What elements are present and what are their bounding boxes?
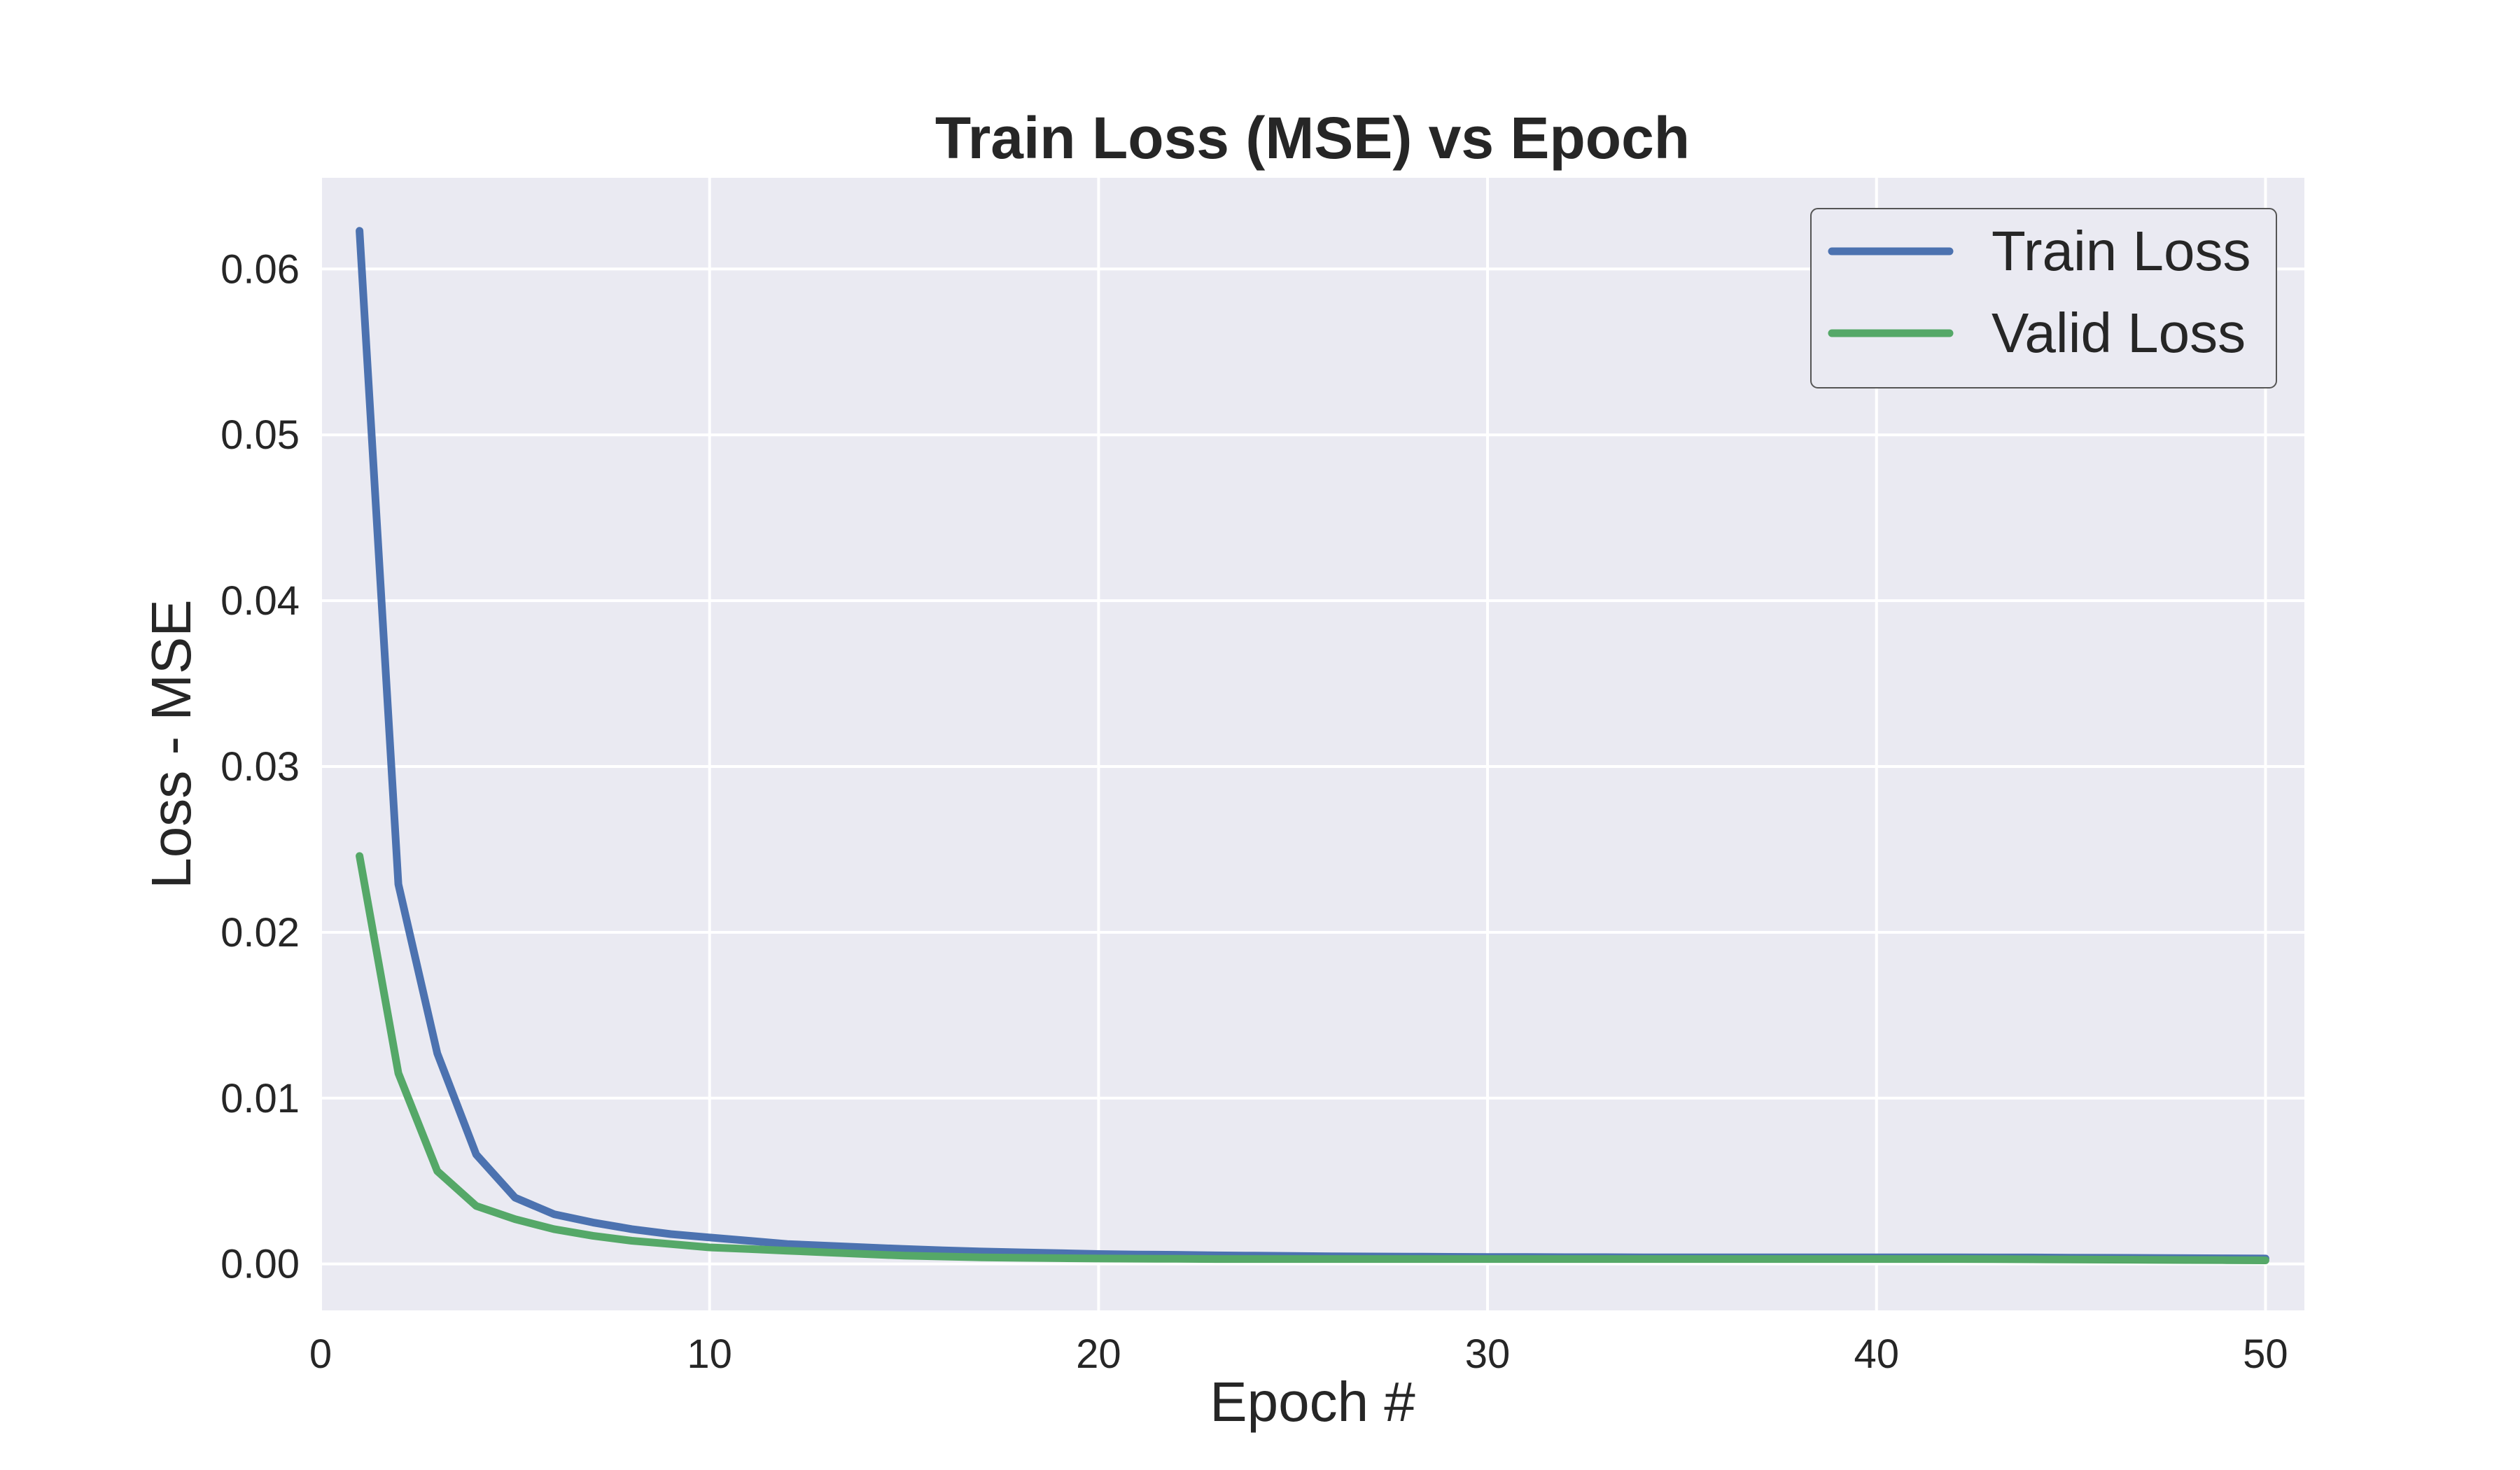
y-tick-label: 0.03 [220, 744, 300, 790]
chart-title: Train Loss (MSE) vs Epoch [935, 105, 1690, 171]
x-tick-label: 0 [309, 1331, 332, 1377]
y-tick-label: 0.04 [220, 578, 300, 624]
x-tick-label: 40 [1854, 1331, 1899, 1377]
x-tick-label: 20 [1076, 1331, 1121, 1377]
y-tick-label: 0.01 [220, 1076, 300, 1121]
legend-label-valid-loss: Valid Loss [1991, 302, 2246, 364]
y-tick-label: 0.02 [220, 910, 300, 955]
legend: Train Loss Valid Loss [1810, 208, 2277, 388]
tick-layer: 0 10 20 30 40 50 0.00 0.01 0.02 0.03 0.04 0.05 0.06 [220, 246, 2288, 1377]
y-tick-label: 0.05 [220, 412, 300, 458]
y-axis-label: Loss - MSE [140, 599, 202, 888]
series-layer [356, 227, 2269, 1264]
series-line-valid-loss [356, 852, 2269, 1264]
y-tick-label: 0.06 [220, 246, 300, 292]
x-tick-label: 30 [1465, 1331, 1511, 1377]
x-axis-label: Epoch # [1210, 1371, 1415, 1433]
y-tick-label: 0.00 [220, 1242, 300, 1287]
legend-label-train-loss: Train Loss [1991, 220, 2251, 282]
x-tick-label: 50 [2243, 1331, 2288, 1377]
x-tick-label: 10 [687, 1331, 732, 1377]
